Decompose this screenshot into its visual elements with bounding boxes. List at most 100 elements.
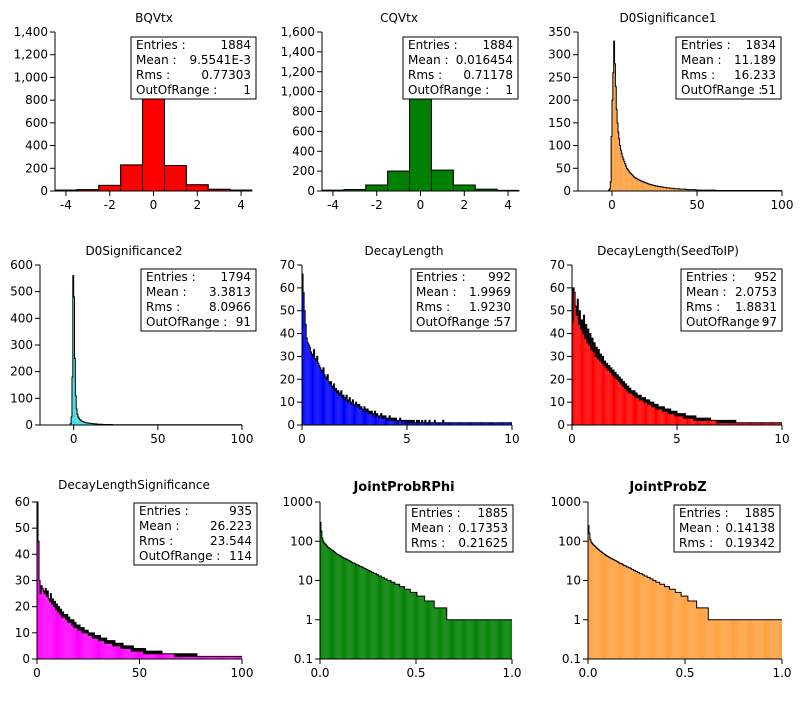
y-tick-label: 40 <box>550 327 565 341</box>
histogram-bar <box>700 607 702 659</box>
histogram-bar <box>175 653 177 659</box>
histogram-bar <box>690 189 692 191</box>
histogram-bar <box>151 653 153 659</box>
x-tick-label: 2 <box>460 198 468 212</box>
histogram-bar <box>147 653 149 659</box>
histogram-bar <box>496 422 498 425</box>
x-tick-label: 10 <box>774 432 789 446</box>
histogram-bar <box>661 186 663 191</box>
histogram-bar <box>507 422 509 425</box>
histogram-bar <box>197 656 199 659</box>
histogram-bar <box>340 390 342 425</box>
histogram-bar <box>321 372 323 425</box>
histogram-bar <box>591 543 593 659</box>
histogram-bar <box>226 656 228 659</box>
histogram-bar <box>176 656 178 659</box>
histogram-bar <box>174 656 176 659</box>
histogram-bar <box>745 619 747 659</box>
histogram-bar <box>634 177 636 191</box>
histogram-bar <box>183 653 185 659</box>
stats-value: 935 <box>229 504 252 518</box>
x-tick-label: 0 <box>298 432 306 446</box>
y-tick-label: 0 <box>22 652 30 666</box>
histogram-bar <box>748 422 750 425</box>
histogram-bar <box>672 188 674 191</box>
histogram-bar <box>62 611 64 659</box>
histogram-bar <box>416 420 418 425</box>
y-tick-label: 200 <box>10 365 33 379</box>
histogram-bar <box>654 404 656 425</box>
histogram-bar <box>643 181 645 191</box>
histogram-bar <box>663 584 665 659</box>
histogram-bar <box>364 568 366 659</box>
histogram-bar <box>486 619 488 659</box>
histogram-bar <box>767 422 769 425</box>
histogram-bar <box>457 422 459 425</box>
y-tick-label: 600 <box>292 124 315 138</box>
histogram-bar <box>663 187 664 191</box>
histogram-bar <box>454 422 456 425</box>
histogram-bar <box>674 188 676 191</box>
histogram-bar <box>639 399 641 425</box>
histogram-bar <box>398 584 400 659</box>
histogram-bar <box>344 399 346 425</box>
histogram-bar <box>457 619 459 659</box>
histogram-bar <box>658 409 660 425</box>
histogram-bar <box>642 397 644 425</box>
histogram-bar <box>738 619 740 659</box>
histogram-bar <box>692 601 694 659</box>
y-tick-label: 50 <box>550 304 565 318</box>
histogram-bar <box>494 422 496 425</box>
histogram-bar <box>711 619 713 659</box>
histogram-bar <box>355 564 357 659</box>
histogram-bar <box>756 619 758 659</box>
histogram-bar <box>765 422 767 425</box>
histogram-bar <box>616 379 618 425</box>
histogram-bar <box>650 402 652 425</box>
histogram-bar <box>373 413 375 425</box>
histogram-bar <box>635 178 637 191</box>
histogram-bar <box>157 653 159 659</box>
histogram-bar <box>89 423 91 425</box>
histogram-bar <box>511 619 512 659</box>
stats-box: Entries : 1885 Mean : 0.14138 Rms : 0.19342 <box>673 504 781 553</box>
histogram-bar <box>720 420 722 425</box>
histogram-bar <box>642 574 644 659</box>
stats-label: Entries : <box>411 506 461 520</box>
histogram-bar <box>482 422 484 425</box>
histogram-bar <box>395 584 397 659</box>
histogram-bar <box>666 411 668 425</box>
histogram-bar <box>126 645 128 659</box>
histogram-bar <box>38 541 40 659</box>
histogram-bar <box>119 645 121 659</box>
histogram-bar <box>759 422 761 425</box>
y-tick-label: 1,200 <box>281 65 315 79</box>
histogram-bar <box>238 656 240 659</box>
histogram-bar <box>150 651 152 659</box>
histogram-bar <box>145 653 147 659</box>
histogram-bar <box>387 420 389 425</box>
histogram-bar <box>617 561 619 659</box>
stats-label: Mean : <box>139 519 180 533</box>
histogram-bar <box>674 415 676 425</box>
histogram-bar <box>717 619 719 659</box>
histogram-bar <box>636 178 638 191</box>
histogram-bar <box>725 619 727 659</box>
histogram-bar <box>677 188 679 191</box>
histogram-bar <box>622 386 624 425</box>
histogram-bar <box>644 182 646 191</box>
histogram-bar <box>498 422 500 425</box>
histogram-bar <box>766 619 768 659</box>
histogram-bar <box>745 422 747 425</box>
histogram-bar <box>737 619 739 659</box>
histogram-bar <box>116 645 118 659</box>
y-tick-label: 50 <box>280 304 295 318</box>
x-tick-label: 0 <box>568 432 576 446</box>
histogram-bar <box>703 607 705 659</box>
histogram-bar <box>308 345 310 425</box>
y-tick-label: 20 <box>15 600 30 614</box>
histogram-bar <box>687 601 689 659</box>
histogram-bar <box>625 566 627 659</box>
histogram-bar <box>721 619 723 659</box>
histogram-bar <box>419 422 421 425</box>
